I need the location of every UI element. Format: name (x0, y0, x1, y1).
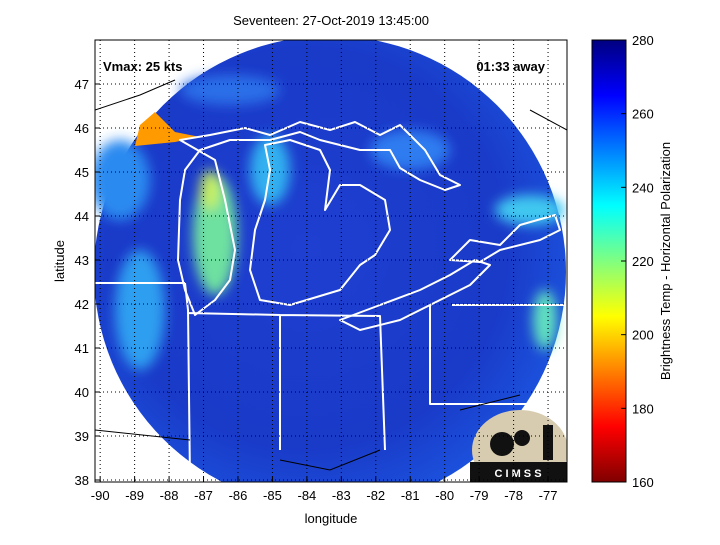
x-tick-label: -88 (160, 488, 179, 503)
x-tick-label: -81 (401, 488, 420, 503)
y-tick-label: 41 (75, 341, 89, 356)
x-tick-label: -78 (504, 488, 523, 503)
logo (470, 410, 567, 482)
y-tick-label: 44 (75, 209, 89, 224)
y-tick-label: 47 (75, 77, 89, 92)
colorbar-tick-label: 160 (632, 475, 654, 490)
chart-title: Seventeen: 27-Oct-2019 13:45:00 (233, 13, 429, 28)
lake-ontario (449, 214, 561, 263)
x-tick-label: -85 (263, 488, 282, 503)
michigan-outline (249, 139, 391, 306)
colorbar-tick-label: 280 (632, 33, 654, 48)
colorbar (591, 39, 627, 483)
logo-text: C I M S S (494, 468, 541, 480)
y-tick-label: 39 (75, 429, 89, 444)
colorbar-tick-label: 200 (632, 328, 654, 343)
colorbar-tick-label: 180 (632, 401, 654, 416)
x-tick-label: -90 (91, 488, 110, 503)
y-tick-label: 40 (75, 385, 89, 400)
colorbar-tick-label: 260 (632, 107, 654, 122)
colorbar-label: Brightness Temp - Horizontal Polarizatio… (658, 142, 673, 380)
y-tick-label: 45 (75, 165, 89, 180)
x-tick-label: -79 (470, 488, 489, 503)
annotation: Vmax: 25 kts (103, 59, 183, 74)
colorbar-tick-label: 240 (632, 180, 654, 195)
y-tick-label: 42 (75, 297, 89, 312)
y-tick-label: 46 (75, 121, 89, 136)
x-tick-label: -87 (194, 488, 213, 503)
annotation: 01:33 away (476, 59, 545, 74)
x-tick-label: -86 (229, 488, 248, 503)
x-tick-label: -89 (125, 488, 144, 503)
x-tick-label: -77 (539, 488, 558, 503)
hot-pixels (135, 112, 200, 146)
lake-erie (339, 259, 491, 331)
plot-frame (94, 39, 568, 483)
y-tick-label: 43 (75, 253, 89, 268)
state-borders (95, 282, 567, 481)
y-tick-label: 38 (75, 473, 89, 488)
x-tick-label: -83 (332, 488, 351, 503)
x-tick-label: -84 (297, 488, 316, 503)
y-axis-label: latitude (52, 240, 67, 282)
lake-outline (177, 121, 461, 316)
x-axis-label: longitude (305, 511, 358, 526)
map (95, 40, 567, 482)
colorbar-tick-label: 220 (632, 254, 654, 269)
x-tick-label: -82 (366, 488, 385, 503)
x-tick-label: -80 (435, 488, 454, 503)
